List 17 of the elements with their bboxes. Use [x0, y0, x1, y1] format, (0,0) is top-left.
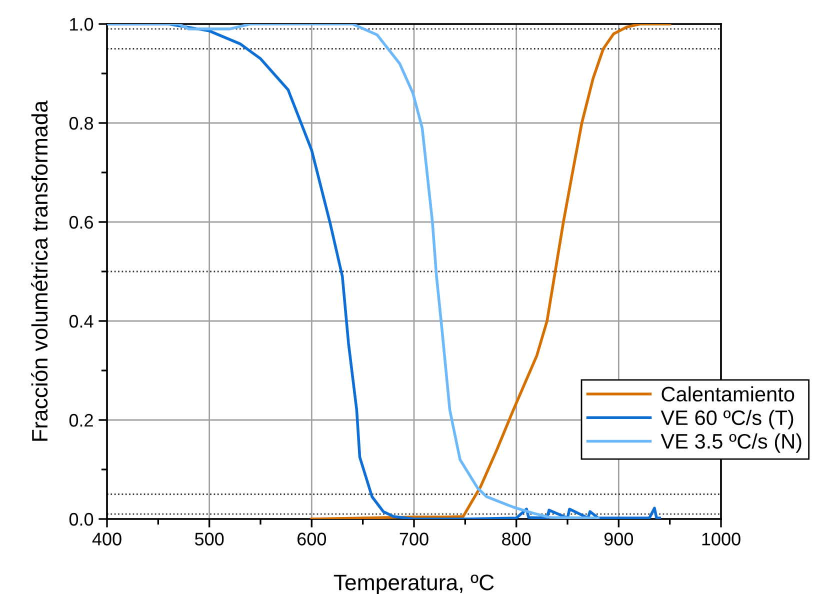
- legend-label: VE 60 ºC/s (T): [660, 410, 794, 430]
- legend-label: VE 3.5 ºC/s (N): [660, 433, 802, 453]
- legend-label: Calentamiento: [662, 386, 794, 402]
- y-tick-label: 0.8: [69, 116, 94, 130]
- x-tick-label: 700: [400, 532, 428, 546]
- x-tick-label: 400: [92, 532, 122, 546]
- y-tick-label: 0.6: [69, 216, 94, 229]
- y-tick-label: 0.4: [69, 314, 94, 328]
- y-tick-label: 0.0: [69, 512, 94, 526]
- x-tick-label: 900: [604, 532, 634, 546]
- x-tick-label: 500: [194, 532, 224, 546]
- y-tick-label: 1.0: [70, 18, 94, 31]
- y-tick-label: 0.2: [69, 414, 93, 427]
- x-tick-label: 800: [502, 532, 531, 546]
- y-axis-title: Fracción volumétrica transformada: [31, 100, 48, 441]
- x-tick-label: 1000: [702, 532, 740, 546]
- x-tick-label: 600: [298, 532, 326, 546]
